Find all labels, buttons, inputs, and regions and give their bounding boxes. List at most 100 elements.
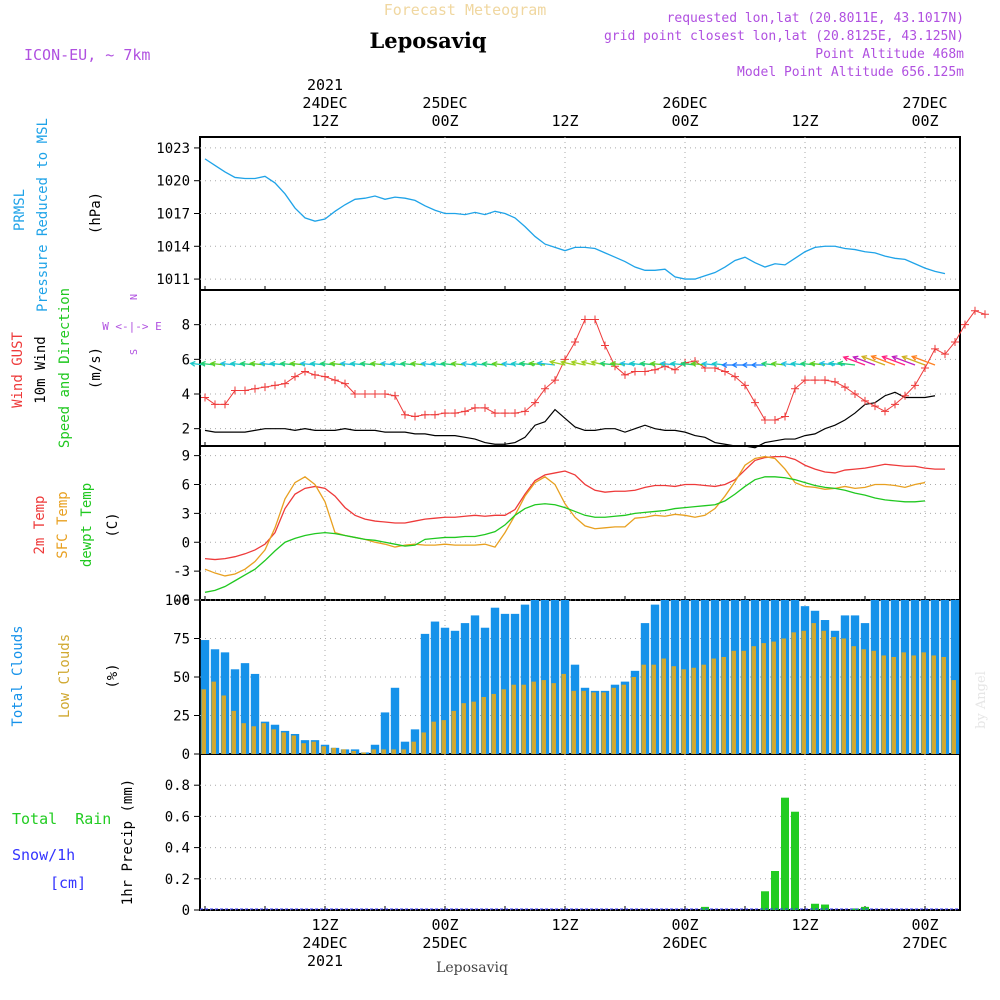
low-cloud-bar	[271, 729, 276, 754]
time-label-top-date: 27DEC	[902, 94, 947, 112]
gust-marker	[591, 315, 599, 324]
wind-arrow-head	[701, 361, 708, 367]
wind-arrow-head	[827, 360, 835, 367]
watermark: by Angel	[974, 671, 989, 729]
gust-marker	[791, 384, 799, 393]
wind-arrow-head	[491, 361, 498, 367]
y-tick-label: 6	[182, 478, 190, 494]
total-cloud-bar	[490, 607, 500, 754]
wind-arrow	[750, 362, 765, 368]
low-cloud-bar	[641, 664, 646, 754]
rain-bar	[761, 891, 769, 910]
gust-marker	[961, 320, 969, 329]
gust-marker	[861, 396, 869, 405]
rain-bar	[861, 906, 869, 910]
wind-arrow-shaft	[882, 356, 906, 366]
gust-marker	[901, 391, 909, 400]
y-tick-label: 8	[182, 318, 190, 334]
total-cloud-bar	[240, 663, 250, 754]
wind-arrow-head	[570, 360, 577, 366]
wind-arrow-shaft	[482, 362, 496, 366]
wind-arrow-head	[809, 360, 816, 367]
wind-arrow-head	[690, 360, 697, 367]
pressure-line	[204, 158, 946, 280]
time-label-bottom-hour: 00Z	[431, 916, 458, 934]
low-cloud-bar	[721, 656, 726, 754]
low-cloud-bar	[551, 683, 556, 754]
wind-unit: (m/s)	[88, 347, 104, 389]
wind-arrow-head	[799, 360, 807, 367]
wind-arrow-head	[639, 360, 646, 367]
low-cloud-bar	[651, 664, 656, 754]
low-cloud-bar	[881, 655, 886, 754]
wind-arrow-head	[836, 360, 844, 367]
total-cloud-bar	[380, 712, 390, 754]
low-cloud-bar	[681, 669, 686, 754]
wind-arrow-head	[619, 360, 626, 367]
gust-marker	[451, 409, 459, 418]
gust-marker	[821, 376, 829, 385]
low-cloud-bar	[251, 726, 256, 754]
low-cloud-bar	[931, 655, 936, 754]
low-cloud-bar	[301, 743, 306, 754]
wind-arrow-head	[680, 360, 687, 367]
gust-marker	[411, 412, 419, 421]
gust-marker	[251, 384, 259, 393]
wind-arrow-head	[760, 361, 768, 367]
total-cloud-bar	[500, 613, 510, 754]
wind-arrow	[827, 360, 846, 367]
wind-arrow-head	[901, 355, 908, 361]
wind-arrow-head	[409, 360, 417, 367]
wind-arrow-head	[731, 362, 738, 368]
low-cloud-bar	[741, 650, 746, 754]
gust-marker	[211, 400, 219, 409]
gust-marker	[561, 355, 569, 364]
low-cloud-bar	[901, 652, 906, 754]
wind-arrow-head	[259, 360, 266, 367]
wind-arrow-head	[249, 360, 256, 367]
total-cloud-bar	[400, 741, 410, 754]
y-tick-label: 100	[165, 593, 190, 609]
low-cloud-bar	[781, 638, 786, 754]
time-label-bottom-date: 26DEC	[662, 934, 707, 952]
total-cloud-bar	[540, 600, 550, 754]
low-cloud-bar	[461, 703, 466, 754]
total-cloud-bar	[430, 621, 440, 754]
gust-marker	[481, 403, 489, 412]
compass-s: S	[129, 349, 140, 355]
wind-arrow-shaft	[702, 362, 716, 366]
low-cloud-bar	[601, 692, 606, 754]
gust-marker	[751, 398, 759, 407]
wind-arrow-head	[770, 361, 777, 367]
rain-bar	[771, 871, 779, 910]
time-label-bottom-hour: 00Z	[671, 916, 698, 934]
time-label-bottom-date: 27DEC	[902, 934, 947, 952]
gust-marker	[621, 370, 629, 379]
wind-arrow-shaft	[691, 362, 706, 366]
total-cloud-bar	[250, 673, 260, 754]
time-label-top-date: 24DEC	[302, 94, 347, 112]
total-cloud-bar	[460, 623, 470, 754]
gust-marker	[401, 410, 409, 419]
y-tick-label: -3	[173, 564, 190, 580]
low-cloud-bar	[921, 652, 926, 754]
low-cloud-bar	[951, 680, 956, 754]
gust-marker	[601, 341, 609, 350]
time-label-bottom-hour: 12Z	[311, 916, 338, 934]
pressure-label-1: PRMSL	[12, 189, 28, 231]
total-cloud-bar	[530, 600, 540, 754]
t2m-label: 2m Temp	[32, 495, 48, 554]
low-cloud-bar	[391, 749, 396, 754]
low-cloud-bar	[731, 650, 736, 754]
time-label-bottom-hour: 00Z	[911, 916, 938, 934]
time-label-bottom-year: 2021	[307, 952, 343, 970]
gust-marker	[761, 416, 769, 424]
gust-marker	[341, 379, 349, 388]
low-cloud-bar	[811, 623, 816, 754]
wind-arrow-head	[319, 360, 326, 367]
rain-label: Total Rain	[12, 810, 111, 828]
model-label: ICON-EU, ~ 7km	[24, 46, 150, 64]
y-tick-label: 0.4	[165, 841, 190, 857]
gust-marker	[881, 407, 889, 416]
